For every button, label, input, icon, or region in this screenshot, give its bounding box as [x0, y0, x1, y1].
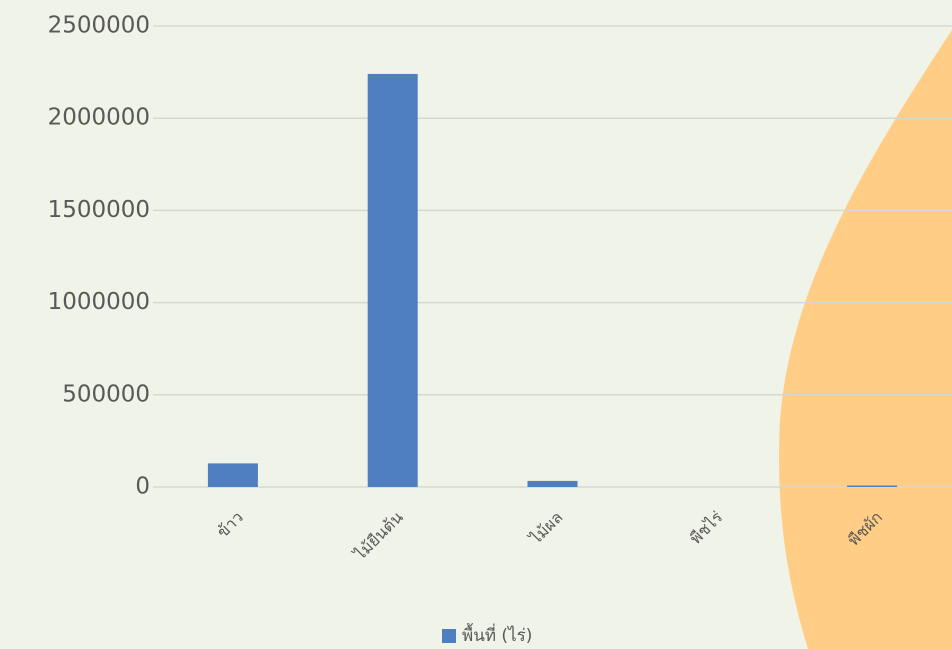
- y-tick-label: 2000000: [48, 105, 150, 131]
- y-tick-label: 2500000: [48, 13, 150, 39]
- chart: 05000001000000150000020000002500000ข้าวไ…: [0, 0, 952, 649]
- bar: [368, 74, 418, 487]
- y-tick-label: 1500000: [48, 197, 150, 223]
- legend-label: พื้นที่ (ไร่): [462, 623, 532, 646]
- y-tick-label: 1000000: [48, 289, 150, 315]
- bar: [208, 463, 258, 487]
- y-tick-label: 0: [135, 474, 150, 500]
- bar: [847, 486, 897, 487]
- legend-swatch: [442, 629, 456, 643]
- bar: [528, 481, 578, 487]
- y-tick-label: 500000: [62, 381, 150, 407]
